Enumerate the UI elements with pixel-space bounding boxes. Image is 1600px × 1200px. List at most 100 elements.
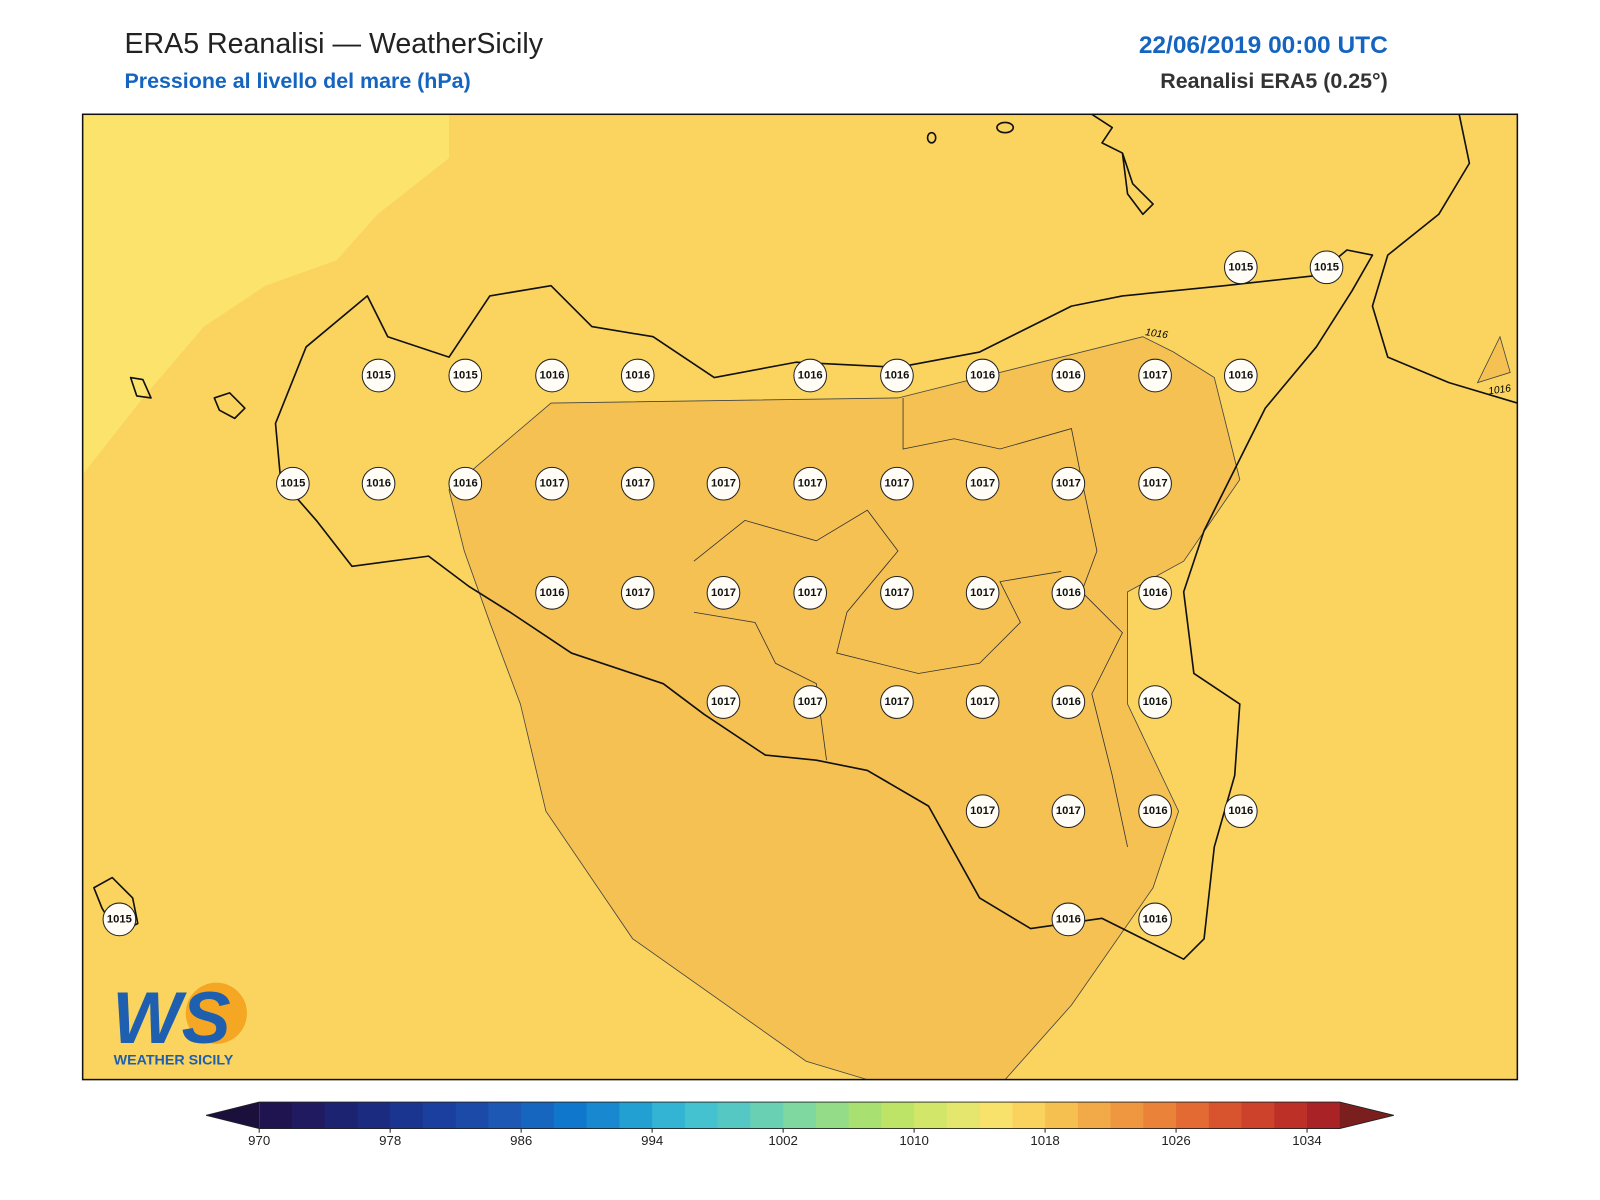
province-border — [902, 397, 1128, 848]
station-value: 1015 — [453, 370, 478, 382]
colorbar-band — [1110, 1102, 1144, 1129]
station-value: 1016 — [625, 370, 650, 382]
station-value: 1016 — [1228, 805, 1253, 817]
station-value: 1017 — [625, 478, 650, 490]
station-value: 1017 — [884, 587, 909, 599]
station-marker — [620, 466, 655, 501]
station-marker — [880, 358, 914, 393]
colorbar-band — [881, 1102, 915, 1129]
colorbar-tick-label: 994 — [641, 1133, 663, 1148]
station-value: 1017 — [884, 696, 909, 708]
colorbar-band — [586, 1102, 620, 1129]
station-marker — [448, 466, 483, 501]
station-marker — [880, 576, 914, 610]
island — [926, 131, 937, 144]
colorbar-band — [1012, 1102, 1046, 1129]
station-marker — [1138, 685, 1172, 719]
island — [93, 876, 139, 935]
logo: WS WEATHER SICILY — [112, 976, 247, 1068]
station-value: 1015 — [1314, 261, 1339, 273]
title: ERA5 Reanalisi — WeatherSicily — [124, 28, 543, 60]
station-value: 1016 — [1056, 587, 1081, 599]
station-value: 1016 — [540, 587, 565, 599]
station-value: 1016 — [798, 370, 823, 382]
station-marker — [793, 358, 828, 393]
colorbar-tick-label: 1002 — [768, 1133, 797, 1148]
province-border — [693, 509, 1062, 674]
contour-label: 1016 — [1144, 327, 1168, 341]
station-marker — [1051, 358, 1086, 393]
colorbar-band — [815, 1102, 850, 1129]
logo-mark: WS — [112, 976, 230, 1059]
station-value: 1016 — [884, 370, 909, 382]
colorbar-band — [717, 1102, 751, 1129]
colorbar-band — [1045, 1102, 1079, 1129]
colorbar-under — [206, 1102, 260, 1129]
colorbar-band — [1208, 1102, 1243, 1129]
station-marker — [361, 358, 396, 393]
colorbar-band — [357, 1102, 391, 1129]
station-marker — [793, 685, 828, 719]
station-marker — [535, 576, 569, 610]
stations: 1015 1015 1015 1015 1016 1016 1016 1016 1016 1016… — [102, 250, 1344, 937]
station-value: 1017 — [970, 805, 995, 817]
map: 1015 1015 1015 1015 1016 1016 1016 1016 1016 1016… — [81, 113, 1519, 1081]
station-value: 1017 — [1056, 805, 1081, 817]
island — [129, 376, 152, 399]
station-value: 1016 — [366, 478, 391, 490]
logo-text: WEATHER SICILY — [114, 1052, 234, 1068]
colorbar-tick-label: 1018 — [1030, 1133, 1059, 1148]
colorbar-band — [455, 1102, 489, 1129]
colorbar-band — [1307, 1102, 1341, 1129]
colorbar-band — [750, 1102, 784, 1129]
station-value: 1015 — [107, 913, 132, 925]
island — [1091, 113, 1154, 216]
station-marker — [535, 466, 569, 501]
station-marker — [706, 576, 741, 610]
station-marker — [880, 685, 914, 719]
station-marker — [1138, 794, 1172, 829]
station-value: 1017 — [540, 478, 565, 490]
station-value: 1016 — [1228, 370, 1253, 382]
station-marker — [1223, 358, 1258, 393]
field-high — [1476, 335, 1511, 384]
colorbar-band — [783, 1102, 817, 1129]
colorbar-tick-label: 1026 — [1161, 1133, 1190, 1148]
subtitle: Pressione al livello del mare (hPa) — [124, 69, 470, 93]
station-marker — [1051, 685, 1086, 719]
station-value: 1017 — [970, 478, 995, 490]
colorbar-band — [521, 1102, 555, 1129]
colorbar-band — [553, 1102, 588, 1129]
station-value: 1016 — [1143, 805, 1168, 817]
station-value: 1017 — [625, 587, 650, 599]
station-value: 1016 — [540, 370, 565, 382]
coastline — [1371, 114, 1518, 404]
station-marker — [793, 576, 828, 610]
colorbar-band — [1241, 1102, 1275, 1129]
station-marker — [361, 466, 396, 501]
station-marker — [965, 576, 1000, 610]
colorbar-band — [324, 1102, 358, 1129]
colorbar-band — [946, 1102, 981, 1129]
station-marker — [535, 358, 569, 393]
colorbar-band — [1077, 1102, 1112, 1129]
station-value: 1016 — [1143, 913, 1168, 925]
colorbar: 970 978 986 994 1002 1010 1018 1026 1034 — [206, 1101, 1394, 1148]
station-marker — [448, 358, 483, 393]
colorbar-band — [652, 1102, 686, 1129]
colorbar-band — [619, 1102, 653, 1129]
coastline — [274, 249, 1374, 961]
colorbar-band — [390, 1102, 424, 1129]
colorbar-tick-label: 1010 — [899, 1133, 928, 1148]
station-marker — [1309, 250, 1344, 285]
logo-sun — [185, 982, 247, 1044]
station-value: 1017 — [970, 696, 995, 708]
station-value: 1016 — [1143, 696, 1168, 708]
colorbar-band — [914, 1102, 948, 1129]
date: 22/06/2019 00:00 UTC — [1139, 32, 1388, 59]
colorbar-band — [1274, 1102, 1308, 1129]
station-marker — [793, 466, 828, 501]
station-value: 1016 — [1056, 696, 1081, 708]
colorbar-tick-label: 970 — [248, 1133, 270, 1148]
